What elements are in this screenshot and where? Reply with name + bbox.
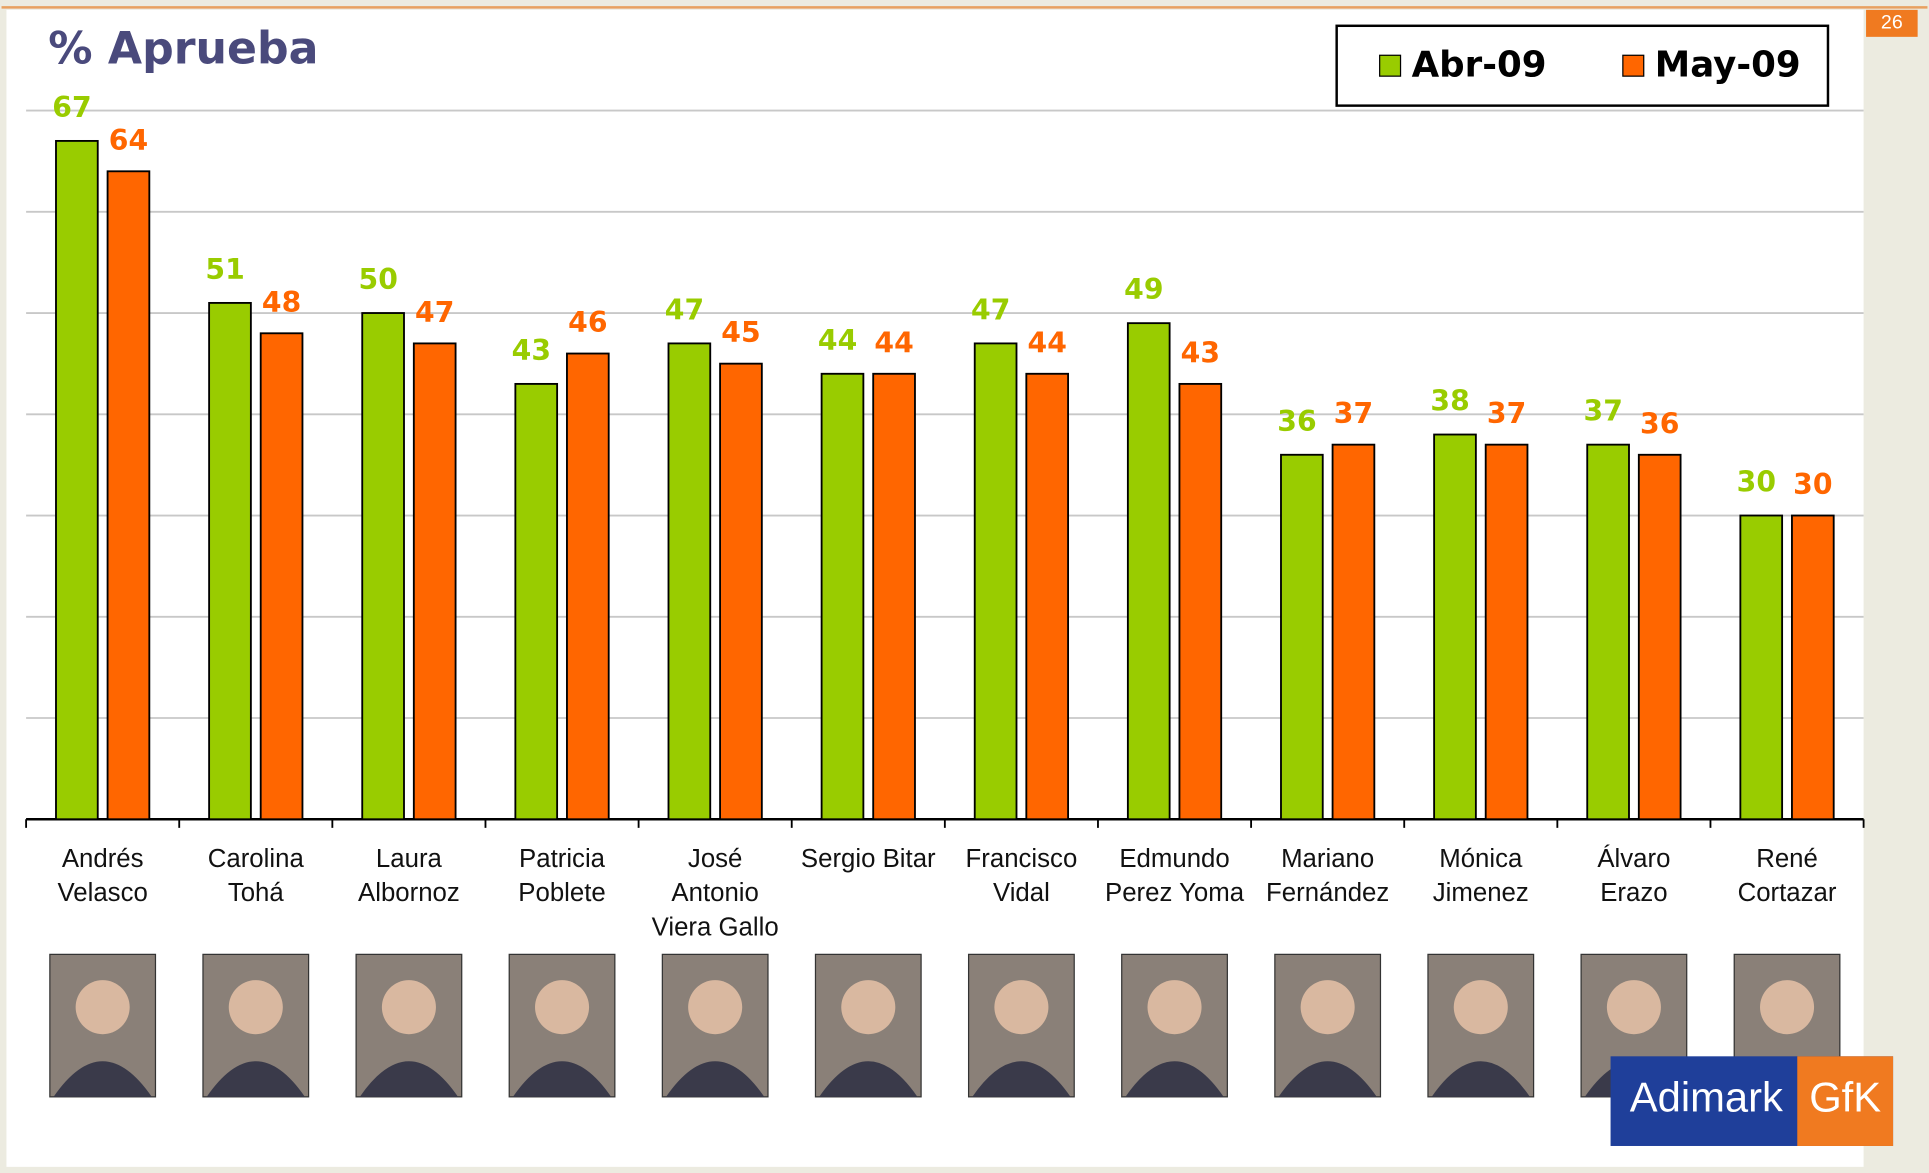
page-number: 26 <box>1881 12 1903 34</box>
value-label: 30 <box>1793 468 1832 501</box>
portrait-face <box>688 980 742 1034</box>
bar <box>1333 445 1375 820</box>
bar <box>873 374 915 819</box>
value-label: 36 <box>1277 405 1316 438</box>
value-label: 43 <box>512 334 551 367</box>
bar <box>720 364 762 820</box>
page: {"slide": {"page_number": "26", "logo_le… <box>0 0 1929 1173</box>
bar <box>1434 435 1476 820</box>
bar <box>1792 516 1834 820</box>
value-label: 47 <box>971 293 1010 326</box>
x-tick-label: Sergio Bitar <box>801 845 936 873</box>
logo-text: GfK <box>1809 1074 1881 1121</box>
bar <box>567 354 609 820</box>
logo-text: Adimark <box>1630 1074 1783 1121</box>
value-label: 64 <box>109 124 148 157</box>
portrait-face <box>76 980 130 1034</box>
portrait-face <box>1760 980 1814 1034</box>
value-label: 30 <box>1737 466 1776 499</box>
legend-swatch <box>1380 55 1401 76</box>
value-label: 48 <box>262 286 301 319</box>
value-label: 46 <box>568 306 607 339</box>
bar <box>414 343 456 819</box>
chart: 26 % Aprueba AndrésVelascoCarolinaToháLa… <box>0 0 1929 1173</box>
bar <box>56 141 98 819</box>
bar <box>209 303 251 819</box>
portrait-face <box>229 980 283 1034</box>
portrait-face <box>1301 980 1355 1034</box>
bar <box>108 171 150 819</box>
bar <box>1486 445 1528 820</box>
bar <box>1587 445 1629 820</box>
bar <box>261 333 303 819</box>
portrait-face <box>535 980 589 1034</box>
portrait-face <box>841 980 895 1034</box>
bar <box>362 313 404 819</box>
value-label: 45 <box>721 316 760 349</box>
value-label: 37 <box>1584 395 1623 428</box>
legend-label: Abr-09 <box>1412 44 1547 85</box>
bar <box>822 374 864 819</box>
portrait-face <box>1454 980 1508 1034</box>
value-label: 44 <box>818 324 857 357</box>
bar <box>1639 455 1681 819</box>
chart-title: % Aprueba <box>48 24 318 75</box>
bar <box>1281 455 1323 819</box>
value-label: 44 <box>874 326 913 359</box>
value-label: 47 <box>665 293 704 326</box>
value-label: 49 <box>1124 273 1163 306</box>
value-label: 44 <box>1028 326 1067 359</box>
value-label: 38 <box>1430 385 1469 418</box>
bar <box>1740 516 1782 820</box>
value-label: 37 <box>1334 397 1373 430</box>
bar <box>668 343 710 819</box>
value-label: 67 <box>52 91 91 124</box>
value-label: 36 <box>1640 407 1679 440</box>
value-label: 50 <box>359 263 398 296</box>
legend-label: May-09 <box>1655 44 1801 85</box>
value-label: 51 <box>205 253 244 286</box>
bar <box>1179 384 1221 819</box>
portrait-face <box>994 980 1048 1034</box>
legend-swatch <box>1623 55 1644 76</box>
portrait-face <box>382 980 436 1034</box>
value-label: 37 <box>1487 397 1526 430</box>
value-label: 47 <box>415 296 454 329</box>
bar <box>1026 374 1068 819</box>
bar <box>1128 323 1170 819</box>
portrait-face <box>1607 980 1661 1034</box>
bar <box>515 384 557 819</box>
value-label: 43 <box>1181 336 1220 369</box>
portrait-face <box>1148 980 1202 1034</box>
bar <box>975 343 1017 819</box>
